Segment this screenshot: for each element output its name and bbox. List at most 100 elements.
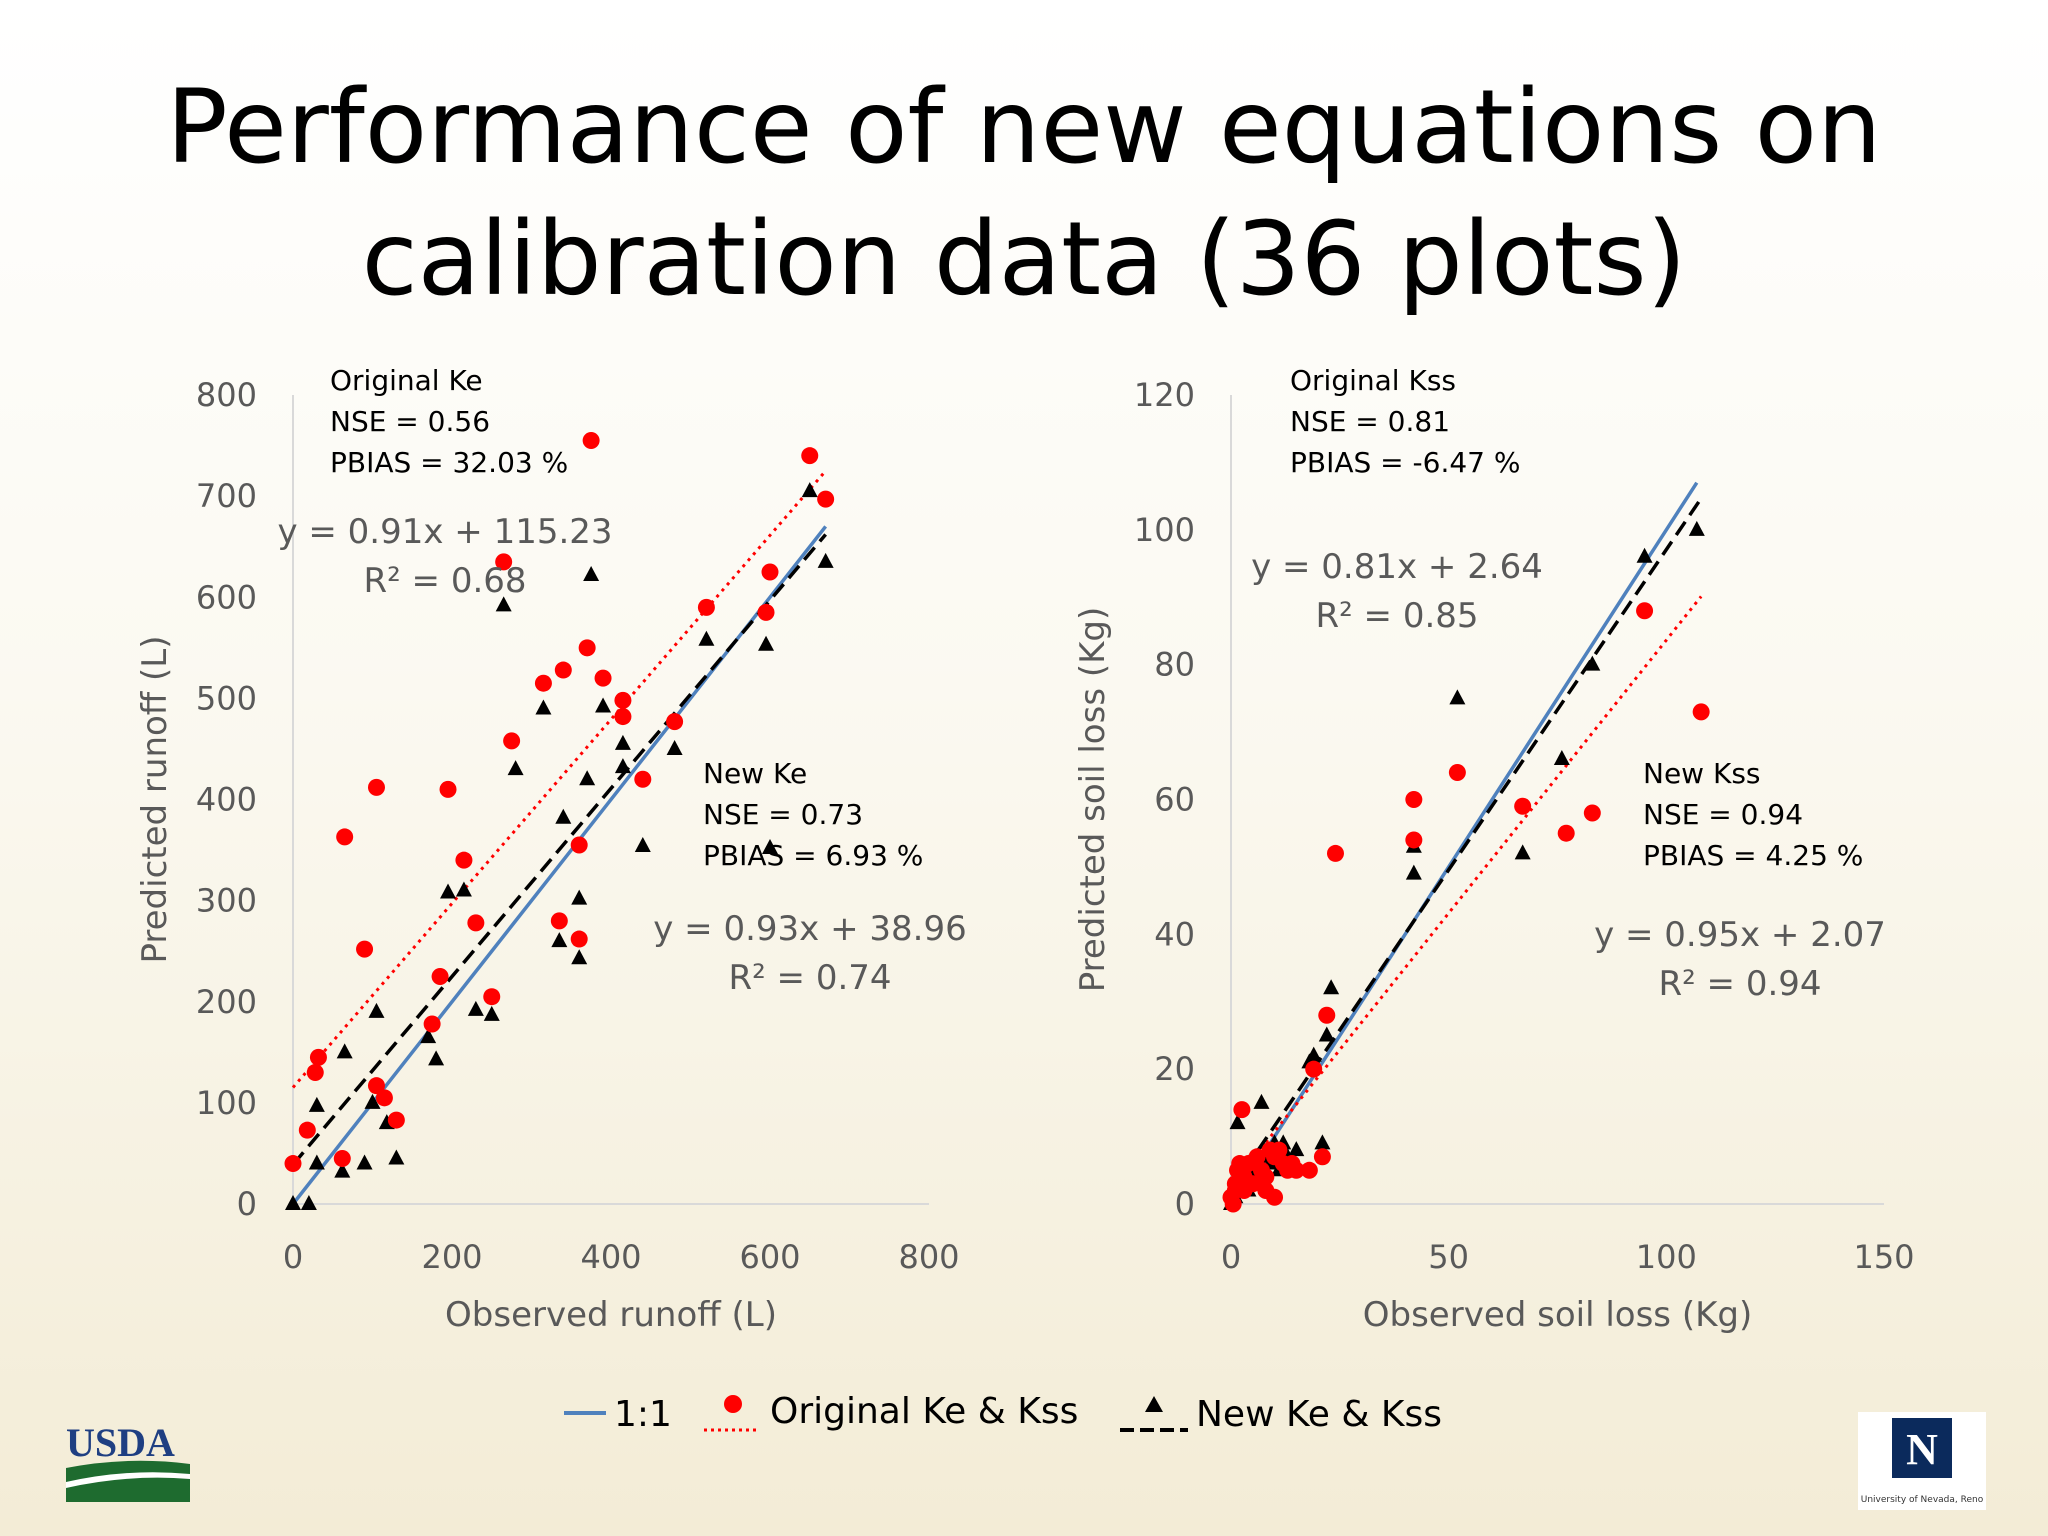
original-data-point	[423, 1015, 441, 1033]
y-tick-label: 800	[196, 376, 257, 414]
new-data-point	[388, 1149, 405, 1165]
y-tick-label: 0	[1175, 1185, 1195, 1223]
new-data-point	[571, 889, 588, 905]
new-data-point	[334, 1162, 351, 1178]
new-trendline	[291, 533, 827, 1166]
new-equation-text: y = 0.95x + 2.07	[1594, 915, 1886, 955]
usda-logo-field-dark	[66, 1460, 190, 1502]
original-data-point	[1692, 703, 1710, 721]
original-data-point	[757, 603, 775, 621]
original-data-point	[1557, 824, 1575, 842]
y-tick-label: 500	[196, 679, 257, 717]
original-data-point	[761, 563, 779, 581]
original-stats-text: PBIAS = -6.47 %	[1290, 446, 1521, 479]
new-data-point	[1553, 750, 1570, 766]
y-tick-label: 100	[1134, 511, 1195, 549]
x-tick-label: 600	[739, 1238, 800, 1276]
y-tick-label: 600	[196, 578, 257, 616]
x-tick-label: 800	[898, 1238, 959, 1276]
x-tick-label: 0	[283, 1238, 303, 1276]
original-data-point	[1257, 1168, 1275, 1186]
original-data-point	[1318, 1006, 1336, 1024]
original-data-point	[367, 1077, 385, 1095]
new-data-point	[614, 734, 631, 750]
original-stats-text: Original Ke	[330, 364, 483, 397]
new-data-point	[614, 758, 631, 774]
original-data-point	[306, 1064, 324, 1082]
y-tick-label: 700	[196, 477, 257, 515]
new-data-point	[428, 1050, 445, 1066]
original-data-point	[1405, 791, 1423, 808]
original-data-point	[1405, 831, 1423, 849]
new-stats-text: New Kss	[1643, 757, 1761, 790]
original-equation-text: y = 0.81x + 2.64	[1251, 547, 1543, 587]
title-line-2: calibration data (36 plots)	[361, 200, 1687, 319]
new-data-point	[551, 932, 568, 948]
legend-original-label: Original Ke & Kss	[770, 1391, 1078, 1432]
new-equation-text: y = 0.93x + 38.96	[653, 909, 967, 949]
original-data-point	[1636, 602, 1654, 620]
usda-logo-text: USDA	[66, 1420, 175, 1465]
original-data-point	[697, 598, 715, 616]
original-data-point	[1300, 1161, 1318, 1179]
new-data-point	[817, 552, 834, 568]
soil-loss-chart: 0 50 100 150 0 20 40 60 80 100 120 Observed soil lo…	[1073, 364, 1915, 1335]
new-trendline	[1229, 497, 1703, 1192]
y-axis-title: Predicted runoff (L)	[135, 636, 175, 964]
new-data-point	[467, 1000, 484, 1016]
x-tick-label: 100	[1636, 1238, 1697, 1276]
y-tick-label: 40	[1154, 915, 1195, 953]
new-stats-text: PBIAS = 6.93 %	[703, 839, 923, 872]
legend: 1:1 Original Ke & Kss New Ke & Kss	[564, 1391, 1442, 1435]
new-stats-text: NSE = 0.73	[703, 798, 863, 831]
legend-item-original: Original Ke & Kss	[704, 1391, 1078, 1432]
new-data-point	[285, 1195, 301, 1210]
original-data-point	[578, 639, 596, 657]
legend-new-marker	[1145, 1396, 1163, 1412]
x-tick-label: 200	[421, 1238, 482, 1276]
unr-logo-mark: N	[1906, 1425, 1938, 1474]
new-data-point	[356, 1154, 373, 1170]
y-tick-label: 300	[196, 882, 257, 920]
y-tick-label: 200	[196, 983, 257, 1021]
new-data-point	[801, 482, 818, 498]
new-data-point	[1305, 1046, 1322, 1062]
new-stats-text: PBIAS = 4.25 %	[1643, 839, 1863, 872]
original-data-point	[1224, 1195, 1242, 1213]
usda-logo: USDA	[66, 1420, 190, 1502]
legend-new-label: New Ke & Kss	[1196, 1394, 1442, 1435]
original-data-point	[1583, 804, 1601, 822]
y-tick-label: 400	[196, 781, 257, 819]
new-equation-text: R² = 0.74	[728, 958, 891, 998]
original-data-point	[614, 691, 632, 709]
new-data-point	[364, 1093, 381, 1109]
original-data-point	[284, 1155, 302, 1173]
original-equation-text: R² = 0.85	[1315, 596, 1478, 636]
original-data-point	[431, 967, 449, 985]
original-data-point	[387, 1111, 405, 1129]
runoff-chart: 0 200 400 600 800 0 100 200 300 400 500 600 700 800 Ob…	[135, 364, 967, 1335]
original-data-point	[1270, 1141, 1288, 1159]
original-data-point	[1248, 1148, 1266, 1166]
original-data-point	[1244, 1175, 1262, 1193]
original-data-point	[550, 912, 568, 930]
original-data-point	[570, 836, 588, 854]
new-data-point	[1229, 1114, 1246, 1130]
original-data-point	[495, 553, 513, 571]
new-data-point	[1449, 689, 1466, 705]
y-tick-label: 100	[196, 1084, 257, 1122]
new-data-point	[1688, 520, 1705, 536]
original-data-point	[503, 732, 521, 750]
new-data-point	[1253, 1093, 1270, 1109]
original-data-point	[594, 669, 612, 687]
new-data-point	[440, 883, 457, 899]
x-tick-label: 150	[1853, 1238, 1914, 1276]
original-data-point	[1514, 797, 1532, 815]
original-data-point	[1448, 764, 1466, 782]
original-data-point	[439, 780, 457, 798]
original-data-point	[801, 447, 819, 465]
new-data-point	[634, 837, 651, 853]
original-data-point	[570, 930, 588, 948]
new-data-point	[507, 760, 524, 776]
original-data-point	[1287, 1161, 1305, 1179]
